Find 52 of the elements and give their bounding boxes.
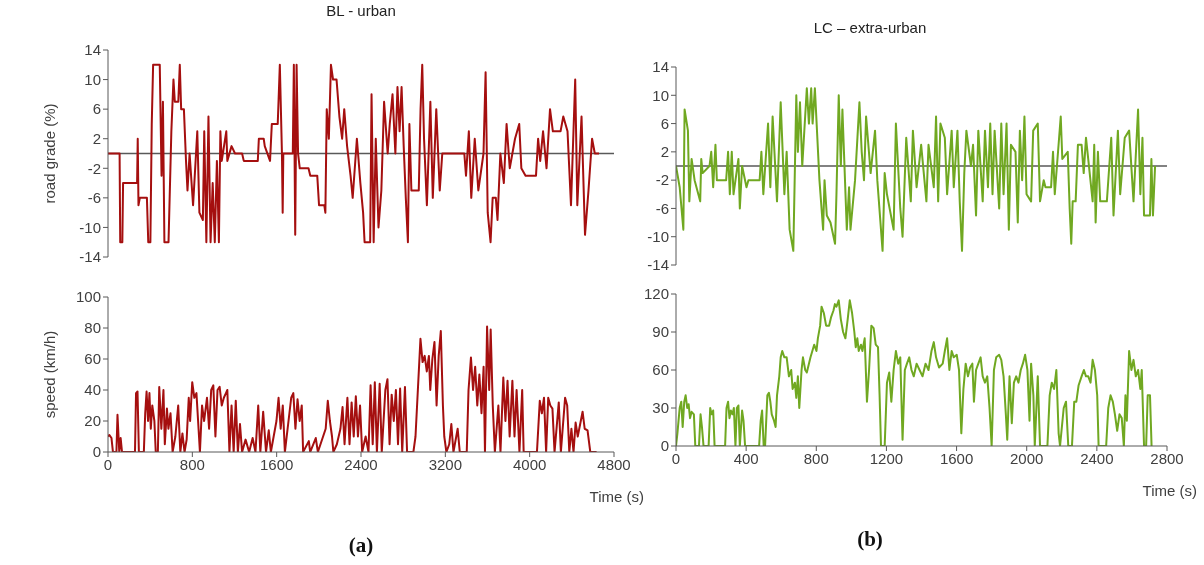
x-tick-label: 1600: [259, 455, 294, 473]
y-tick-label: 60: [84, 350, 101, 368]
y-tick-label: 80: [84, 319, 101, 337]
x-axis-title: Time (s): [589, 488, 644, 505]
y-tick-label: 90: [652, 323, 669, 341]
x-tick-label: 1600: [939, 449, 974, 467]
y-tick-label: 2: [660, 143, 669, 161]
x-tick-label: 0: [103, 455, 113, 473]
line-series: [108, 63, 601, 244]
x-tick-label: 2400: [1080, 449, 1114, 467]
y-tick-label: 20: [84, 412, 101, 430]
y-tick-label: 6: [660, 114, 669, 132]
x-tick-label: 800: [803, 449, 829, 467]
y-tick-label: 60: [652, 361, 669, 379]
y-tick-label: 10: [652, 86, 669, 104]
y-tick-label: 6: [92, 100, 101, 118]
y-tick-label: 120: [643, 285, 669, 303]
text: (b): [856, 527, 884, 552]
y-tick-label: 10: [84, 70, 101, 88]
y-tick-label: 14: [84, 41, 101, 59]
y-tick-label: 30: [652, 399, 669, 417]
line-series: [676, 299, 1153, 446]
y-tick-label: -14: [647, 256, 669, 274]
x-tick-label: 2000: [1010, 449, 1044, 467]
y-tick-label: 100: [75, 288, 101, 306]
x-tick-label: 4800: [597, 455, 631, 473]
x-tick-label: 2400: [344, 455, 378, 473]
y-tick-label: 2: [92, 130, 101, 148]
line-series: [676, 87, 1157, 252]
y-axis-title: road grade (%): [41, 103, 59, 204]
y-axis-title: speed (km/h): [41, 330, 59, 419]
y-tick-label: -10: [647, 228, 669, 246]
x-tick-label: 0: [671, 449, 681, 467]
y-tick-label: 0: [660, 437, 669, 455]
x-tick-label: 4000: [512, 455, 547, 473]
chart-title: BL - urban: [325, 2, 397, 19]
y-tick-label: -6: [87, 189, 101, 207]
text: (a): [347, 533, 375, 558]
x-tick-label: 800: [179, 455, 205, 473]
y-tick-label: 14: [652, 58, 669, 76]
y-tick-label: -6: [655, 199, 669, 217]
x-tick-label: 2800: [1150, 449, 1184, 467]
x-tick-label: 1200: [869, 449, 904, 467]
x-axis-title: Time (s): [1142, 482, 1197, 499]
chart-title: LC – extra-urban: [812, 19, 928, 36]
y-tick-label: -2: [655, 171, 669, 189]
y-tick-label: -14: [79, 248, 101, 266]
y-tick-label: -10: [79, 218, 101, 236]
y-tick-label: 40: [84, 381, 101, 399]
x-tick-label: 3200: [428, 455, 463, 473]
y-tick-label: -2: [87, 159, 101, 177]
x-tick-label: 400: [733, 449, 759, 467]
